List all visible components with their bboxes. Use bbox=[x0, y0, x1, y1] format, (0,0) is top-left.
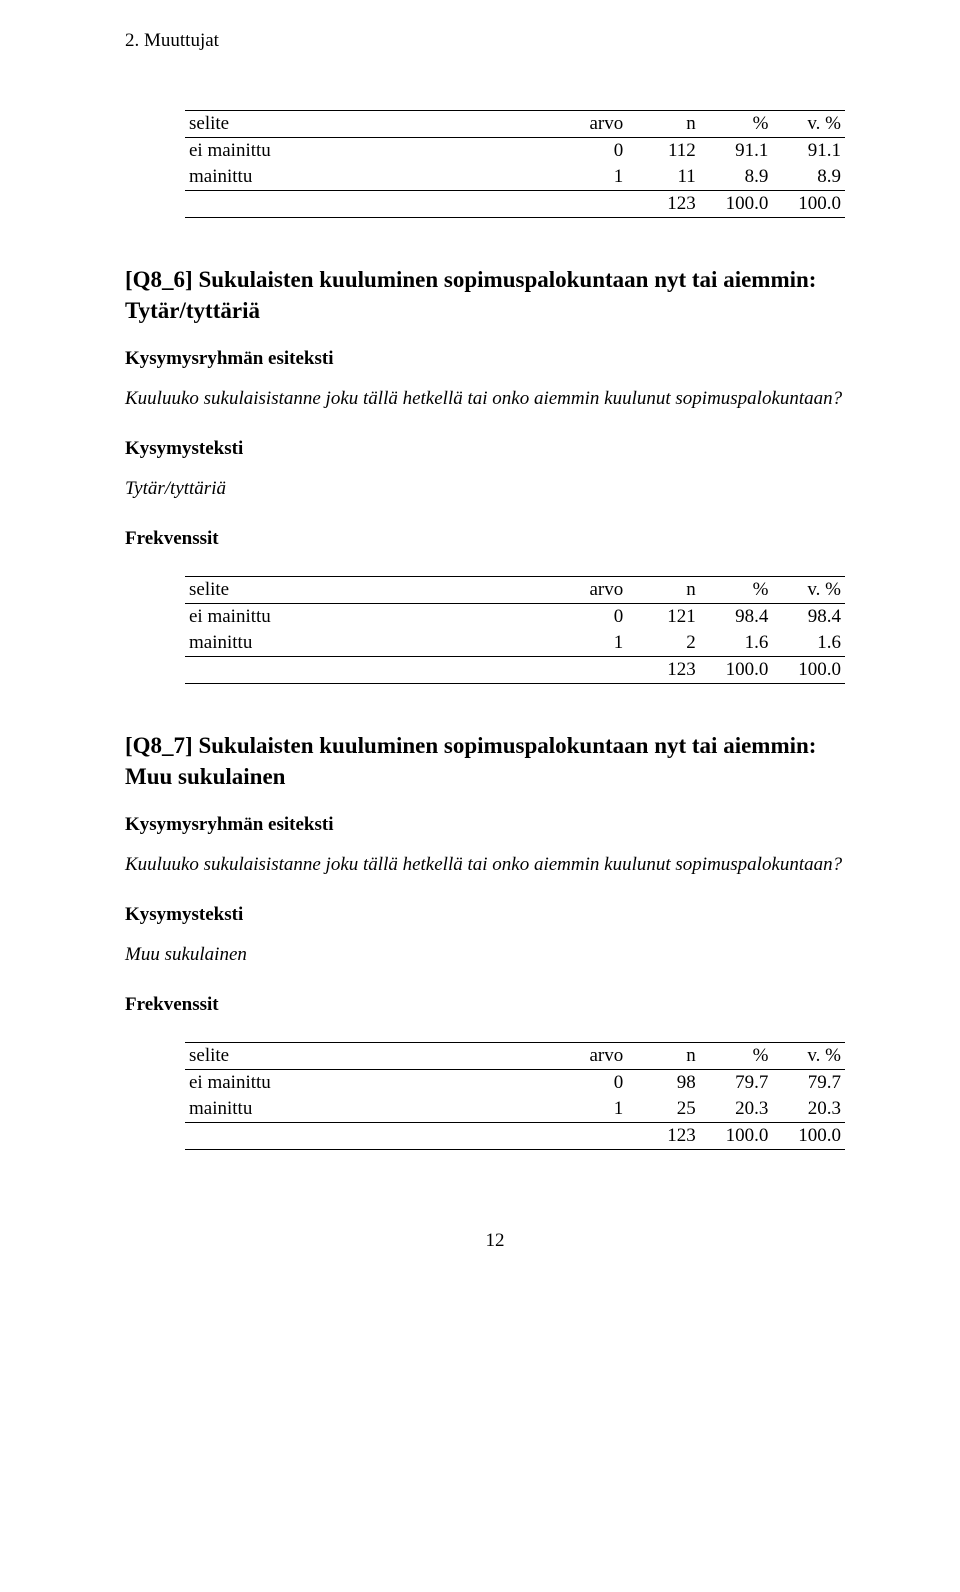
col-arvo: arvo bbox=[555, 1043, 628, 1070]
cell-arvo: 0 bbox=[555, 604, 628, 631]
question-text-q8-6: Tytär/tyttäriä bbox=[125, 478, 865, 500]
total-pct: 100.0 bbox=[700, 657, 773, 684]
total-pct: 100.0 bbox=[700, 1123, 773, 1150]
cell-pct: 20.3 bbox=[700, 1096, 773, 1123]
table-row: ei mainittu 0 121 98.4 98.4 bbox=[185, 604, 845, 631]
freq-table-3: selite arvo n % v. % ei mainittu 0 98 79… bbox=[185, 1042, 845, 1150]
table-row: ei mainittu 0 112 91.1 91.1 bbox=[185, 138, 845, 165]
col-arvo: arvo bbox=[555, 111, 628, 138]
cell-vpct: 98.4 bbox=[772, 604, 845, 631]
col-n: n bbox=[627, 111, 700, 138]
page: 2. Muuttujat selite arvo n % v. % ei mai… bbox=[0, 0, 960, 1292]
col-vpct: v. % bbox=[772, 111, 845, 138]
col-n: n bbox=[627, 1043, 700, 1070]
cell-n: 112 bbox=[627, 138, 700, 165]
table-header-row: selite arvo n % v. % bbox=[185, 577, 845, 604]
frequencies-label: Frekvenssit bbox=[125, 528, 865, 550]
table-header-row: selite arvo n % v. % bbox=[185, 1043, 845, 1070]
cell-vpct: 1.6 bbox=[772, 630, 845, 657]
total-pct: 100.0 bbox=[700, 191, 773, 218]
freq-table-2: selite arvo n % v. % ei mainittu 0 121 9… bbox=[185, 576, 845, 684]
table-row: ei mainittu 0 98 79.7 79.7 bbox=[185, 1070, 845, 1097]
table-header-row: selite arvo n % v. % bbox=[185, 111, 845, 138]
total-vpct: 100.0 bbox=[772, 657, 845, 684]
col-vpct: v. % bbox=[772, 1043, 845, 1070]
col-selite: selite bbox=[185, 111, 555, 138]
question-text-label: Kysymysteksti bbox=[125, 438, 865, 460]
cell-label: mainittu bbox=[185, 630, 555, 657]
col-selite: selite bbox=[185, 1043, 555, 1070]
running-header: 2. Muuttujat bbox=[125, 30, 865, 52]
total-vpct: 100.0 bbox=[772, 191, 845, 218]
cell-pct: 98.4 bbox=[700, 604, 773, 631]
cell-n: 25 bbox=[627, 1096, 700, 1123]
total-n: 123 bbox=[627, 657, 700, 684]
cell-pct: 1.6 bbox=[700, 630, 773, 657]
freq-table-1: selite arvo n % v. % ei mainittu 0 112 9… bbox=[185, 110, 845, 218]
col-pct: % bbox=[700, 1043, 773, 1070]
cell-n: 121 bbox=[627, 604, 700, 631]
table-row: mainittu 1 2 1.6 1.6 bbox=[185, 630, 845, 657]
cell-n: 2 bbox=[627, 630, 700, 657]
cell-vpct: 20.3 bbox=[772, 1096, 845, 1123]
cell-n: 11 bbox=[627, 164, 700, 191]
cell-arvo: 0 bbox=[555, 1070, 628, 1097]
cell-n: 98 bbox=[627, 1070, 700, 1097]
table-total-row: 123 100.0 100.0 bbox=[185, 1123, 845, 1150]
col-pct: % bbox=[700, 577, 773, 604]
cell-arvo: 0 bbox=[555, 138, 628, 165]
question-text-q8-7: Muu sukulainen bbox=[125, 944, 865, 966]
group-pretext-q8-6: Kuuluuko sukulaisistanne joku tällä hetk… bbox=[125, 388, 865, 410]
col-n: n bbox=[627, 577, 700, 604]
group-pretext-label: Kysymysryhmän esiteksti bbox=[125, 814, 865, 836]
question-text-label: Kysymysteksti bbox=[125, 904, 865, 926]
total-n: 123 bbox=[627, 191, 700, 218]
cell-pct: 79.7 bbox=[700, 1070, 773, 1097]
cell-pct: 8.9 bbox=[700, 164, 773, 191]
cell-label: ei mainittu bbox=[185, 138, 555, 165]
table-row: mainittu 1 25 20.3 20.3 bbox=[185, 1096, 845, 1123]
cell-arvo: 1 bbox=[555, 1096, 628, 1123]
frequencies-label: Frekvenssit bbox=[125, 994, 865, 1016]
page-number: 12 bbox=[125, 1230, 865, 1252]
group-pretext-q8-7: Kuuluuko sukulaisistanne joku tällä hetk… bbox=[125, 854, 865, 876]
cell-label: ei mainittu bbox=[185, 604, 555, 631]
col-selite: selite bbox=[185, 577, 555, 604]
cell-vpct: 79.7 bbox=[772, 1070, 845, 1097]
section-title-q8-6: [Q8_6] Sukulaisten kuuluminen sopimuspal… bbox=[125, 264, 865, 326]
total-n: 123 bbox=[627, 1123, 700, 1150]
table-total-row: 123 100.0 100.0 bbox=[185, 191, 845, 218]
section-title-q8-7: [Q8_7] Sukulaisten kuuluminen sopimuspal… bbox=[125, 730, 865, 792]
cell-vpct: 91.1 bbox=[772, 138, 845, 165]
col-pct: % bbox=[700, 111, 773, 138]
total-vpct: 100.0 bbox=[772, 1123, 845, 1150]
cell-label: mainittu bbox=[185, 1096, 555, 1123]
cell-label: mainittu bbox=[185, 164, 555, 191]
cell-arvo: 1 bbox=[555, 630, 628, 657]
col-arvo: arvo bbox=[555, 577, 628, 604]
cell-vpct: 8.9 bbox=[772, 164, 845, 191]
group-pretext-label: Kysymysryhmän esiteksti bbox=[125, 348, 865, 370]
cell-pct: 91.1 bbox=[700, 138, 773, 165]
table-row: mainittu 1 11 8.9 8.9 bbox=[185, 164, 845, 191]
table-total-row: 123 100.0 100.0 bbox=[185, 657, 845, 684]
col-vpct: v. % bbox=[772, 577, 845, 604]
cell-label: ei mainittu bbox=[185, 1070, 555, 1097]
cell-arvo: 1 bbox=[555, 164, 628, 191]
